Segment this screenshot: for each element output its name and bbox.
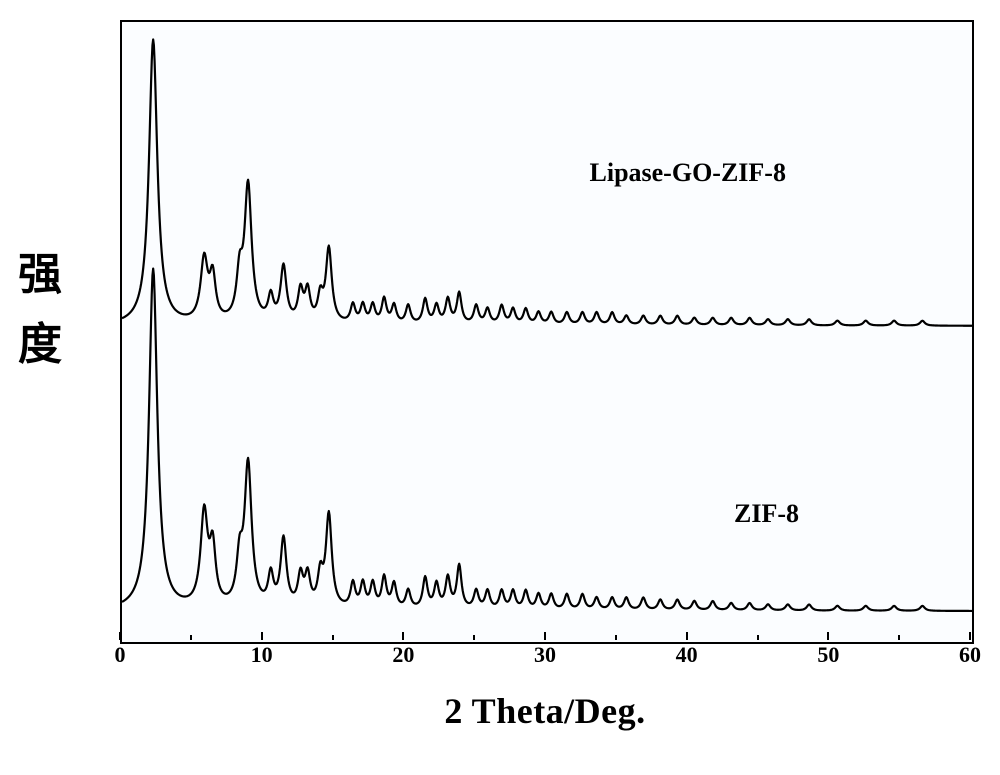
x-minor-tick-mark [898,635,900,640]
x-axis-ticks: 0102030405060 [120,640,970,670]
x-tick-label: 40 [676,642,698,668]
x-minor-tick-mark [615,635,617,640]
xrd-figure: 强度 Lipase-GO-ZIF-8ZIF-8 0 10 20 30 40 50 60 2 … [0,0,1000,775]
plot-area: Lipase-GO-ZIF-8ZIF-8 [120,20,974,644]
x-minor-tick-mark [332,635,334,640]
x-tick-mark [119,632,121,640]
x-tick-label: 20 [392,642,414,668]
x-tick-mark [544,632,546,640]
x-tick-label: 50 [817,642,839,668]
x-tick-mark [827,632,829,640]
x-minor-tick-mark [757,635,759,640]
x-tick-mark [969,632,971,640]
xrd-trace-zif-8 [122,22,972,642]
y-axis-label: 强度 [10,240,70,381]
x-tick-mark [686,632,688,640]
x-tick-mark [261,632,263,640]
x-tick-label: 60 [959,642,981,668]
x-axis-label: 2 Theta/Deg. [120,690,970,732]
x-minor-tick-mark [473,635,475,640]
x-minor-tick-mark [190,635,192,640]
x-tick-label: 0 [115,642,126,668]
x-tick-label: 30 [534,642,556,668]
x-tick-label: 10 [251,642,273,668]
x-tick-mark [402,632,404,640]
series-label-zif-8: ZIF-8 [734,499,799,529]
